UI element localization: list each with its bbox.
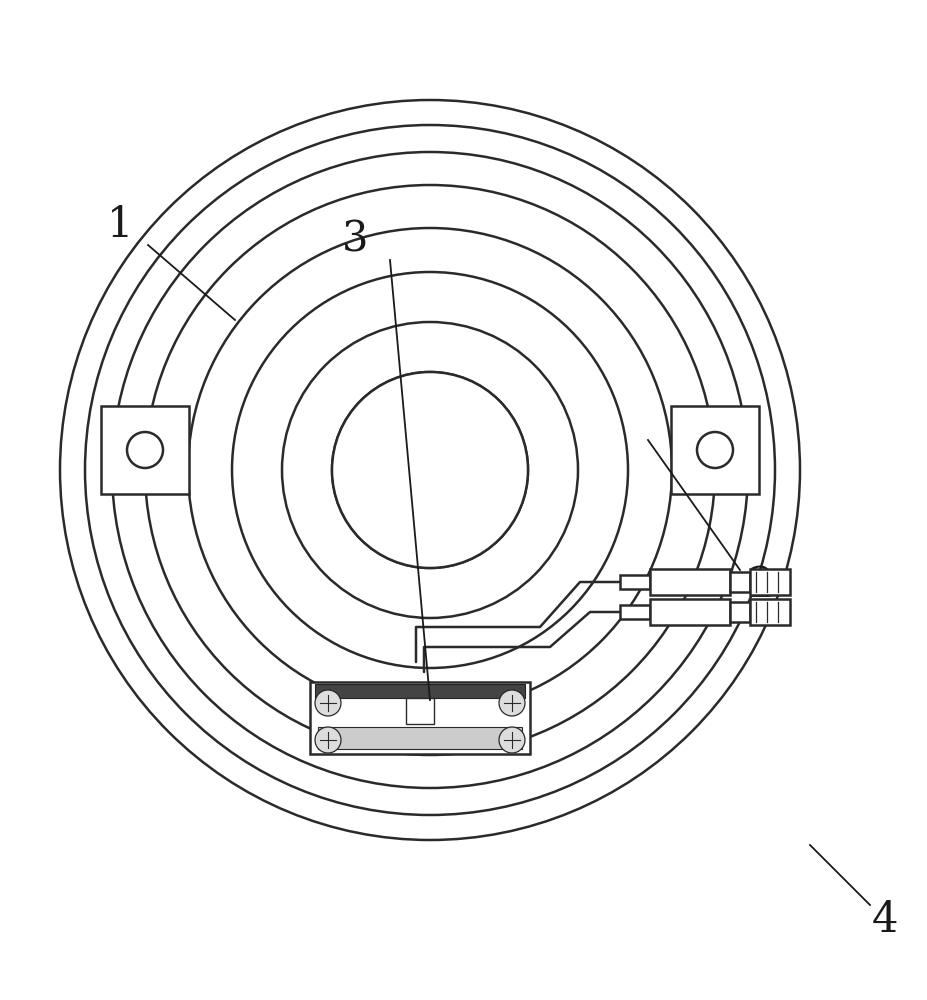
- Bar: [310, 682, 529, 754]
- Circle shape: [499, 727, 525, 753]
- Text: 2: 2: [746, 564, 772, 606]
- Bar: [649, 599, 730, 625]
- Bar: [730, 602, 749, 622]
- Bar: [619, 575, 649, 589]
- Text: 4: 4: [870, 899, 897, 941]
- Circle shape: [127, 432, 163, 468]
- Bar: [318, 727, 521, 749]
- Text: 1: 1: [107, 204, 133, 246]
- Circle shape: [314, 727, 340, 753]
- Bar: [749, 569, 789, 595]
- Bar: [406, 698, 434, 724]
- Bar: [730, 572, 749, 592]
- Bar: [670, 406, 758, 494]
- Bar: [619, 605, 649, 619]
- Bar: [649, 569, 730, 595]
- Circle shape: [499, 690, 525, 716]
- Bar: [314, 684, 525, 698]
- Circle shape: [314, 690, 340, 716]
- Circle shape: [332, 372, 527, 568]
- Bar: [749, 599, 789, 625]
- Bar: [101, 406, 189, 494]
- Text: 3: 3: [341, 219, 368, 261]
- Circle shape: [696, 432, 732, 468]
